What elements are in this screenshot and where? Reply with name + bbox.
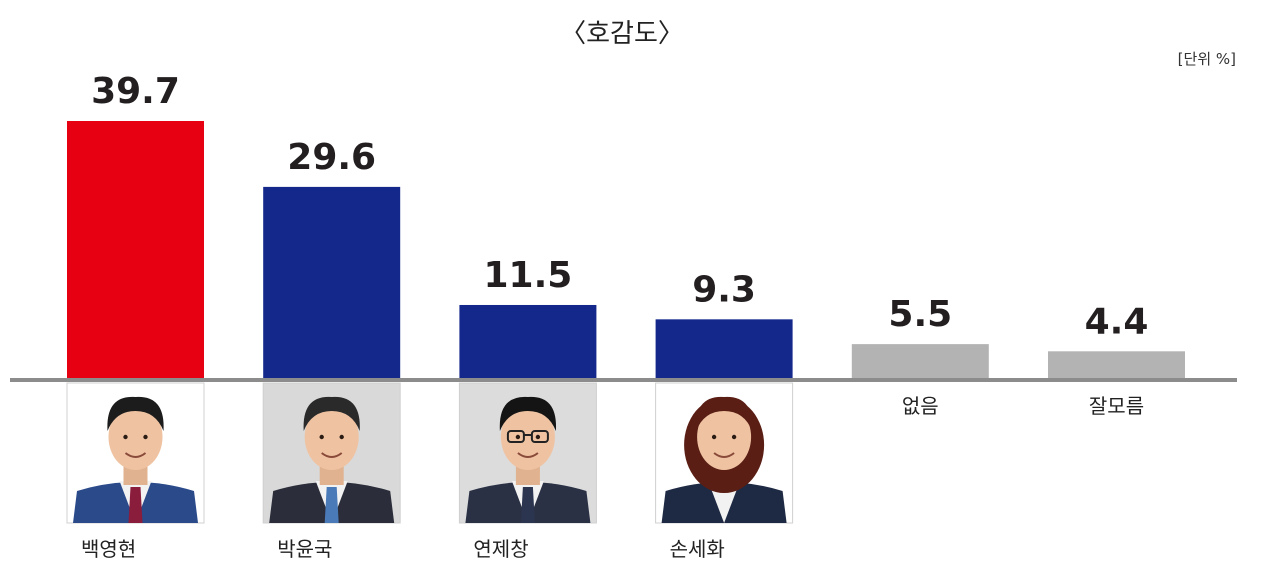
bar-5: [851, 344, 989, 380]
category-label-2: 박윤국: [277, 537, 332, 561]
candidate-photo-4: [655, 382, 794, 524]
value-label-2: 29.6: [287, 137, 376, 178]
bar-1: [67, 121, 204, 380]
candidate-photos: [66, 382, 794, 524]
value-label-1: 39.7: [91, 71, 180, 112]
bars-layer: [67, 121, 1185, 380]
chart-title: 〈호감도〉: [560, 19, 684, 49]
value-label-5: 5.5: [888, 294, 952, 335]
bar-6: [1048, 351, 1185, 380]
bar-2: [263, 186, 401, 380]
category-label-3: 연제창: [473, 537, 528, 561]
bar-4: [655, 319, 793, 380]
value-label-4: 9.3: [692, 269, 756, 310]
category-label-4: 손세화: [670, 537, 725, 561]
candidate-photo-1: [66, 382, 205, 524]
candidate-photo-2: [262, 382, 401, 524]
labels-layer: 39.7 백영현 29.6 박윤국 11.5 연제창 9.3 손세화 5.5 없음 4.4 잘모름: [81, 71, 1148, 561]
candidate-photo-3: [458, 382, 597, 524]
bar-3: [459, 304, 597, 380]
category-label-6: 잘모름: [1089, 394, 1144, 418]
value-label-3: 11.5: [483, 255, 572, 296]
category-label-1: 백영현: [81, 537, 136, 561]
category-label-5: 없음: [902, 394, 939, 418]
value-label-6: 4.4: [1085, 301, 1149, 342]
unit-label: [단위 %]: [1178, 50, 1236, 68]
